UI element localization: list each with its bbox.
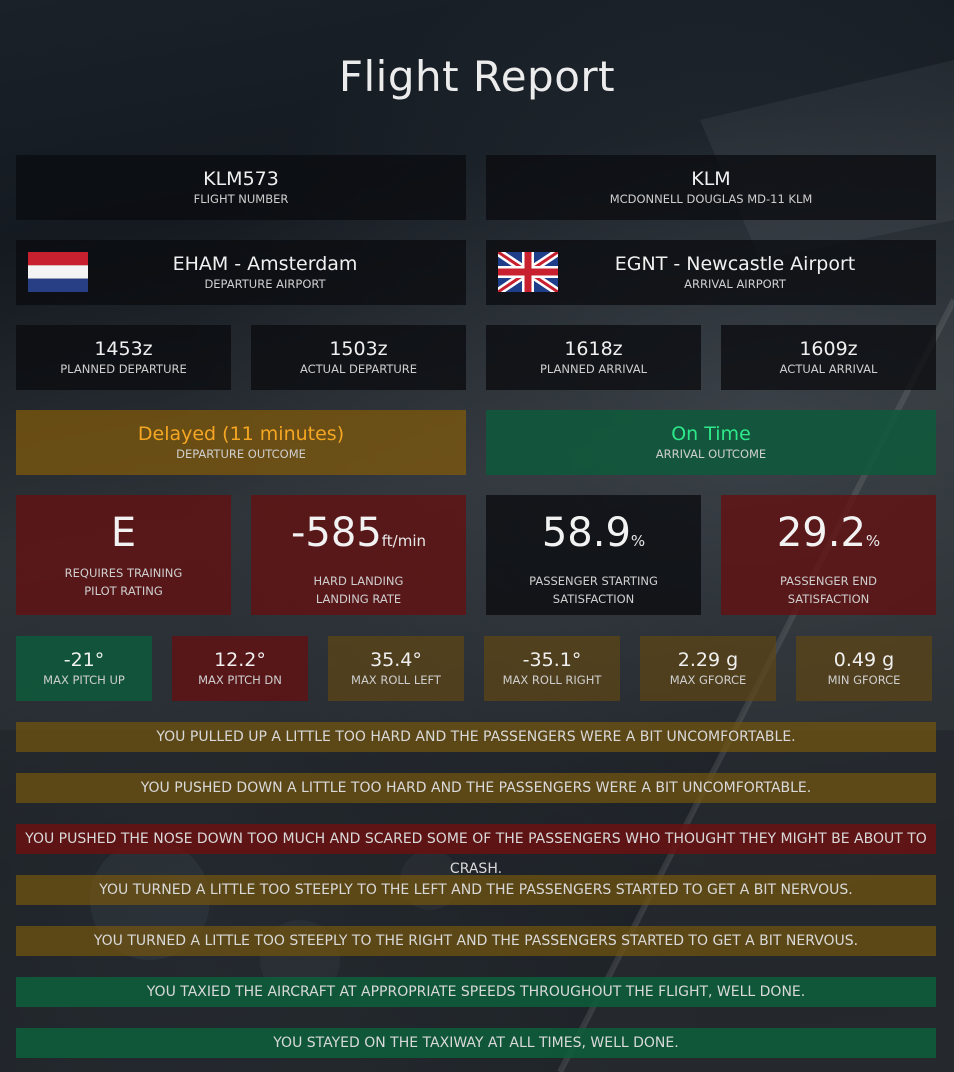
max-roll-left-label: MAX ROLL LEFT [351, 673, 441, 687]
end-satisfaction-unit: % [865, 532, 881, 550]
max-pitch-up-card: -21° MAX PITCH UP [16, 636, 152, 701]
feedback-message: YOU TURNED A LITTLE TOO STEEPLY TO THE R… [16, 926, 936, 956]
max-roll-right-value: -35.1° [522, 649, 582, 671]
max-pitch-up-label: MAX PITCH UP [43, 673, 125, 687]
departure-outcome-label: DEPARTURE OUTCOME [176, 447, 306, 461]
planned-departure-value: 1453z [94, 338, 153, 360]
feedback-message: YOU PULLED UP A LITTLE TOO HARD AND THE … [16, 722, 936, 752]
planned-arrival-card: 1618z PLANNED ARRIVAL [486, 325, 701, 390]
starting-satisfaction-value: 58.9 [541, 510, 631, 556]
planned-arrival-value: 1618z [564, 338, 623, 360]
actual-arrival-card: 1609z ACTUAL ARRIVAL [721, 325, 936, 390]
feedback-message: YOU PUSHED THE NOSE DOWN TOO MUCH AND SC… [16, 824, 936, 877]
departure-airport-value: EHAM - Amsterdam [172, 253, 358, 275]
max-gforce-card: 2.29 g MAX GFORCE [640, 636, 776, 701]
flight-number-label: FLIGHT NUMBER [193, 192, 289, 206]
max-roll-left-card: 35.4° MAX ROLL LEFT [328, 636, 464, 701]
departure-outcome-card: Delayed (11 minutes) DEPARTURE OUTCOME [16, 410, 466, 475]
feedback-message: YOU PUSHED DOWN A LITTLE TOO HARD AND TH… [16, 773, 936, 803]
max-pitch-down-card: 12.2° MAX PITCH DN [172, 636, 308, 701]
max-pitch-down-value: 12.2° [214, 649, 266, 671]
arrival-airport-value: EGNT - Newcastle Airport [614, 253, 856, 275]
max-gforce-value: 2.29 g [677, 649, 739, 671]
arrival-outcome-label: ARRIVAL OUTCOME [655, 447, 767, 461]
pilot-rating-status: REQUIRES TRAINING [64, 566, 183, 580]
feedback-message: YOU TAXIED THE AIRCRAFT AT APPROPRIATE S… [16, 977, 936, 1007]
flight-number-card: KLM573 FLIGHT NUMBER [16, 155, 466, 220]
landing-rate-status: HARD LANDING [313, 574, 404, 588]
pilot-rating-label: PILOT RATING [84, 584, 163, 598]
departure-airport-label: DEPARTURE AIRPORT [204, 277, 326, 291]
end-satisfaction-value: 29.2 [776, 510, 866, 556]
min-gforce-value: 0.49 g [833, 649, 895, 671]
planned-departure-label: PLANNED DEPARTURE [60, 362, 187, 376]
max-roll-left-value: 35.4° [370, 649, 422, 671]
actual-departure-card: 1503z ACTUAL DEPARTURE [251, 325, 466, 390]
flight-number-value: KLM573 [203, 168, 279, 190]
departure-airport-card: EHAM - Amsterdam DEPARTURE AIRPORT [16, 240, 466, 305]
landing-rate-label: LANDING RATE [315, 592, 402, 606]
starting-satisfaction-label-2: SATISFACTION [552, 592, 635, 606]
arrival-outcome-card: On Time ARRIVAL OUTCOME [486, 410, 936, 475]
max-roll-right-label: MAX ROLL RIGHT [502, 673, 602, 687]
actual-departure-label: ACTUAL DEPARTURE [299, 362, 418, 376]
planned-departure-card: 1453z PLANNED DEPARTURE [16, 325, 231, 390]
airline-value: KLM [691, 168, 731, 190]
page-title: Flight Report [338, 52, 616, 101]
united-kingdom-flag-icon [498, 252, 558, 292]
feedback-message: YOU STAYED ON THE TAXIWAY AT ALL TIMES, … [16, 1028, 936, 1058]
end-satisfaction-label-1: PASSENGER END [779, 574, 878, 588]
starting-satisfaction-unit: % [630, 532, 646, 550]
netherlands-flag-icon [28, 252, 88, 292]
departure-outcome-value: Delayed (11 minutes) [137, 423, 345, 445]
aircraft-label: MCDONNELL DOUGLAS MD-11 KLM [609, 192, 813, 206]
pilot-rating-card: E REQUIRES TRAINING PILOT RATING [16, 495, 231, 615]
landing-rate-unit: ft/min [381, 532, 427, 550]
actual-arrival-label: ACTUAL ARRIVAL [779, 362, 878, 376]
min-gforce-card: 0.49 g MIN GFORCE [796, 636, 932, 701]
max-pitch-up-value: -21° [63, 649, 105, 671]
aircraft-card: KLM MCDONNELL DOUGLAS MD-11 KLM [486, 155, 936, 220]
pilot-rating-value: E [110, 510, 137, 556]
min-gforce-label: MIN GFORCE [827, 673, 901, 687]
end-satisfaction-card: 29.2% PASSENGER END SATISFACTION [721, 495, 936, 615]
end-satisfaction-label-2: SATISFACTION [787, 592, 870, 606]
landing-rate-card: -585ft/min HARD LANDING LANDING RATE [251, 495, 466, 615]
max-roll-right-card: -35.1° MAX ROLL RIGHT [484, 636, 620, 701]
arrival-airport-label: ARRIVAL AIRPORT [684, 277, 786, 291]
starting-satisfaction-label-1: PASSENGER STARTING [529, 574, 658, 588]
feedback-message: YOU TURNED A LITTLE TOO STEEPLY TO THE L… [16, 875, 936, 905]
planned-arrival-label: PLANNED ARRIVAL [539, 362, 648, 376]
arrival-airport-card: EGNT - Newcastle Airport ARRIVAL AIRPORT [486, 240, 936, 305]
actual-arrival-value: 1609z [799, 338, 858, 360]
max-gforce-label: MAX GFORCE [669, 673, 747, 687]
starting-satisfaction-card: 58.9% PASSENGER STARTING SATISFACTION [486, 495, 701, 615]
actual-departure-value: 1503z [329, 338, 388, 360]
arrival-outcome-value: On Time [671, 423, 751, 445]
max-pitch-down-label: MAX PITCH DN [198, 673, 282, 687]
landing-rate-value: -585 [290, 510, 382, 556]
